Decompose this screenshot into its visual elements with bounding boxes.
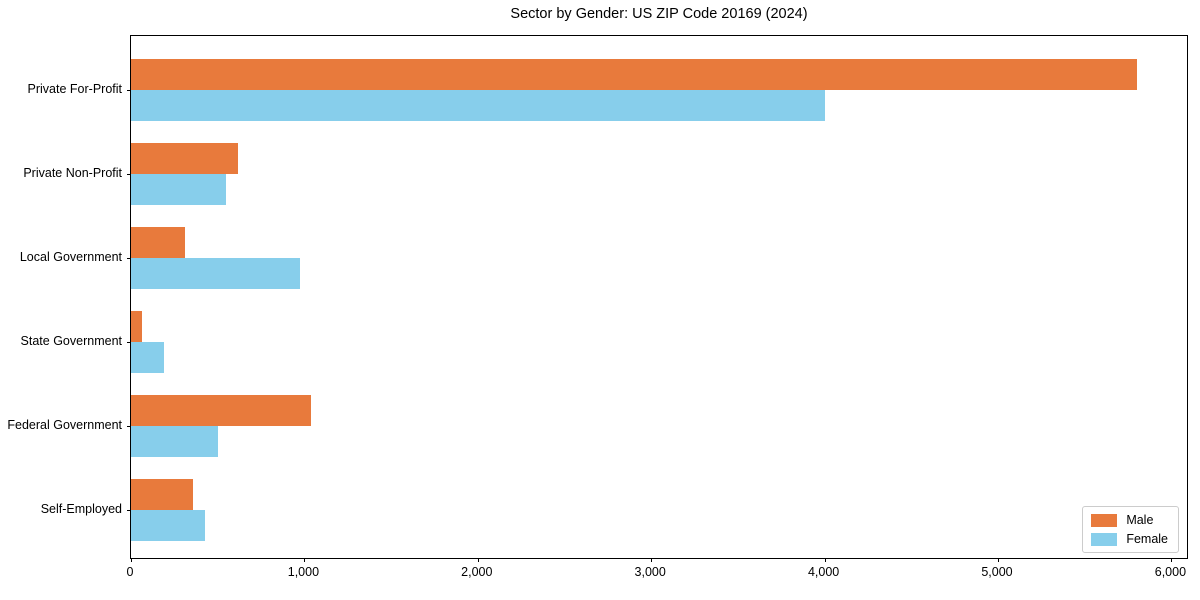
bar-group: [131, 216, 1187, 300]
y-tick-mark: [127, 174, 131, 175]
legend-item-female: Female: [1091, 532, 1168, 546]
x-tick-label: 2,000: [461, 565, 493, 579]
legend-label: Male: [1126, 513, 1154, 527]
bar-female: [131, 342, 164, 373]
y-axis-label: Private For-Profit: [27, 82, 122, 96]
x-tick-label: 3,000: [634, 565, 666, 579]
legend-label: Female: [1126, 532, 1168, 546]
legend-swatch-female: [1091, 532, 1118, 546]
x-tick-label: 5,000: [981, 565, 1013, 579]
x-tick-mark: [1171, 558, 1173, 562]
legend-swatch-male: [1091, 513, 1118, 527]
legend-item-male: Male: [1091, 513, 1168, 527]
y-tick-mark: [127, 90, 131, 91]
bar-male: [131, 227, 185, 258]
bar-groups: [131, 48, 1187, 552]
bar-group: [131, 468, 1187, 552]
bar-male: [131, 143, 238, 174]
x-tick-label: 0: [126, 565, 134, 579]
bar-female: [131, 90, 825, 121]
x-tick-label: 6,000: [1154, 565, 1187, 579]
y-tick-mark: [127, 258, 131, 259]
x-tick-mark: [824, 558, 826, 562]
x-tick-label: 4,000: [807, 565, 840, 579]
x-tick-mark: [131, 558, 132, 562]
bar-female: [131, 258, 301, 289]
legend: Male Female: [1082, 506, 1179, 553]
y-axis-label: Self-Employed: [40, 502, 122, 516]
y-axis-label: Federal Government: [7, 418, 122, 432]
bar-group: [131, 132, 1187, 216]
bar-female: [131, 426, 218, 457]
x-tick-mark: [477, 558, 479, 562]
y-axis-label: Private Non-Profit: [23, 166, 122, 180]
chart-title: Sector by Gender: US ZIP Code 20169 (202…: [510, 6, 808, 22]
bar-male: [131, 311, 143, 342]
bar-male: [131, 479, 193, 510]
y-axis-label: State Government: [20, 334, 122, 348]
bar-female: [131, 174, 226, 205]
x-tick-mark: [304, 558, 306, 562]
bar-female: [131, 510, 205, 541]
y-tick-mark: [127, 426, 131, 427]
x-tick-mark: [651, 558, 653, 562]
bar-group: [131, 384, 1187, 468]
bar-male: [131, 395, 312, 426]
x-tick-mark: [997, 558, 999, 562]
plot-area: Male Female: [127, 35, 1188, 562]
y-axis-labels: Private For-Profit Private Non-Profit Loca…: [0, 35, 122, 557]
x-tick-label: 1,000: [287, 565, 320, 579]
bar-group: [131, 300, 1187, 384]
y-axis-label: Local Government: [19, 250, 122, 264]
y-tick-mark: [127, 510, 131, 511]
y-tick-mark: [127, 342, 131, 343]
bar-male: [131, 59, 1137, 90]
x-axis-tick-labels: 0 1,000 2,000 3,000 4,000 5,000 6,000: [126, 565, 1187, 581]
bar-group: [131, 48, 1187, 132]
